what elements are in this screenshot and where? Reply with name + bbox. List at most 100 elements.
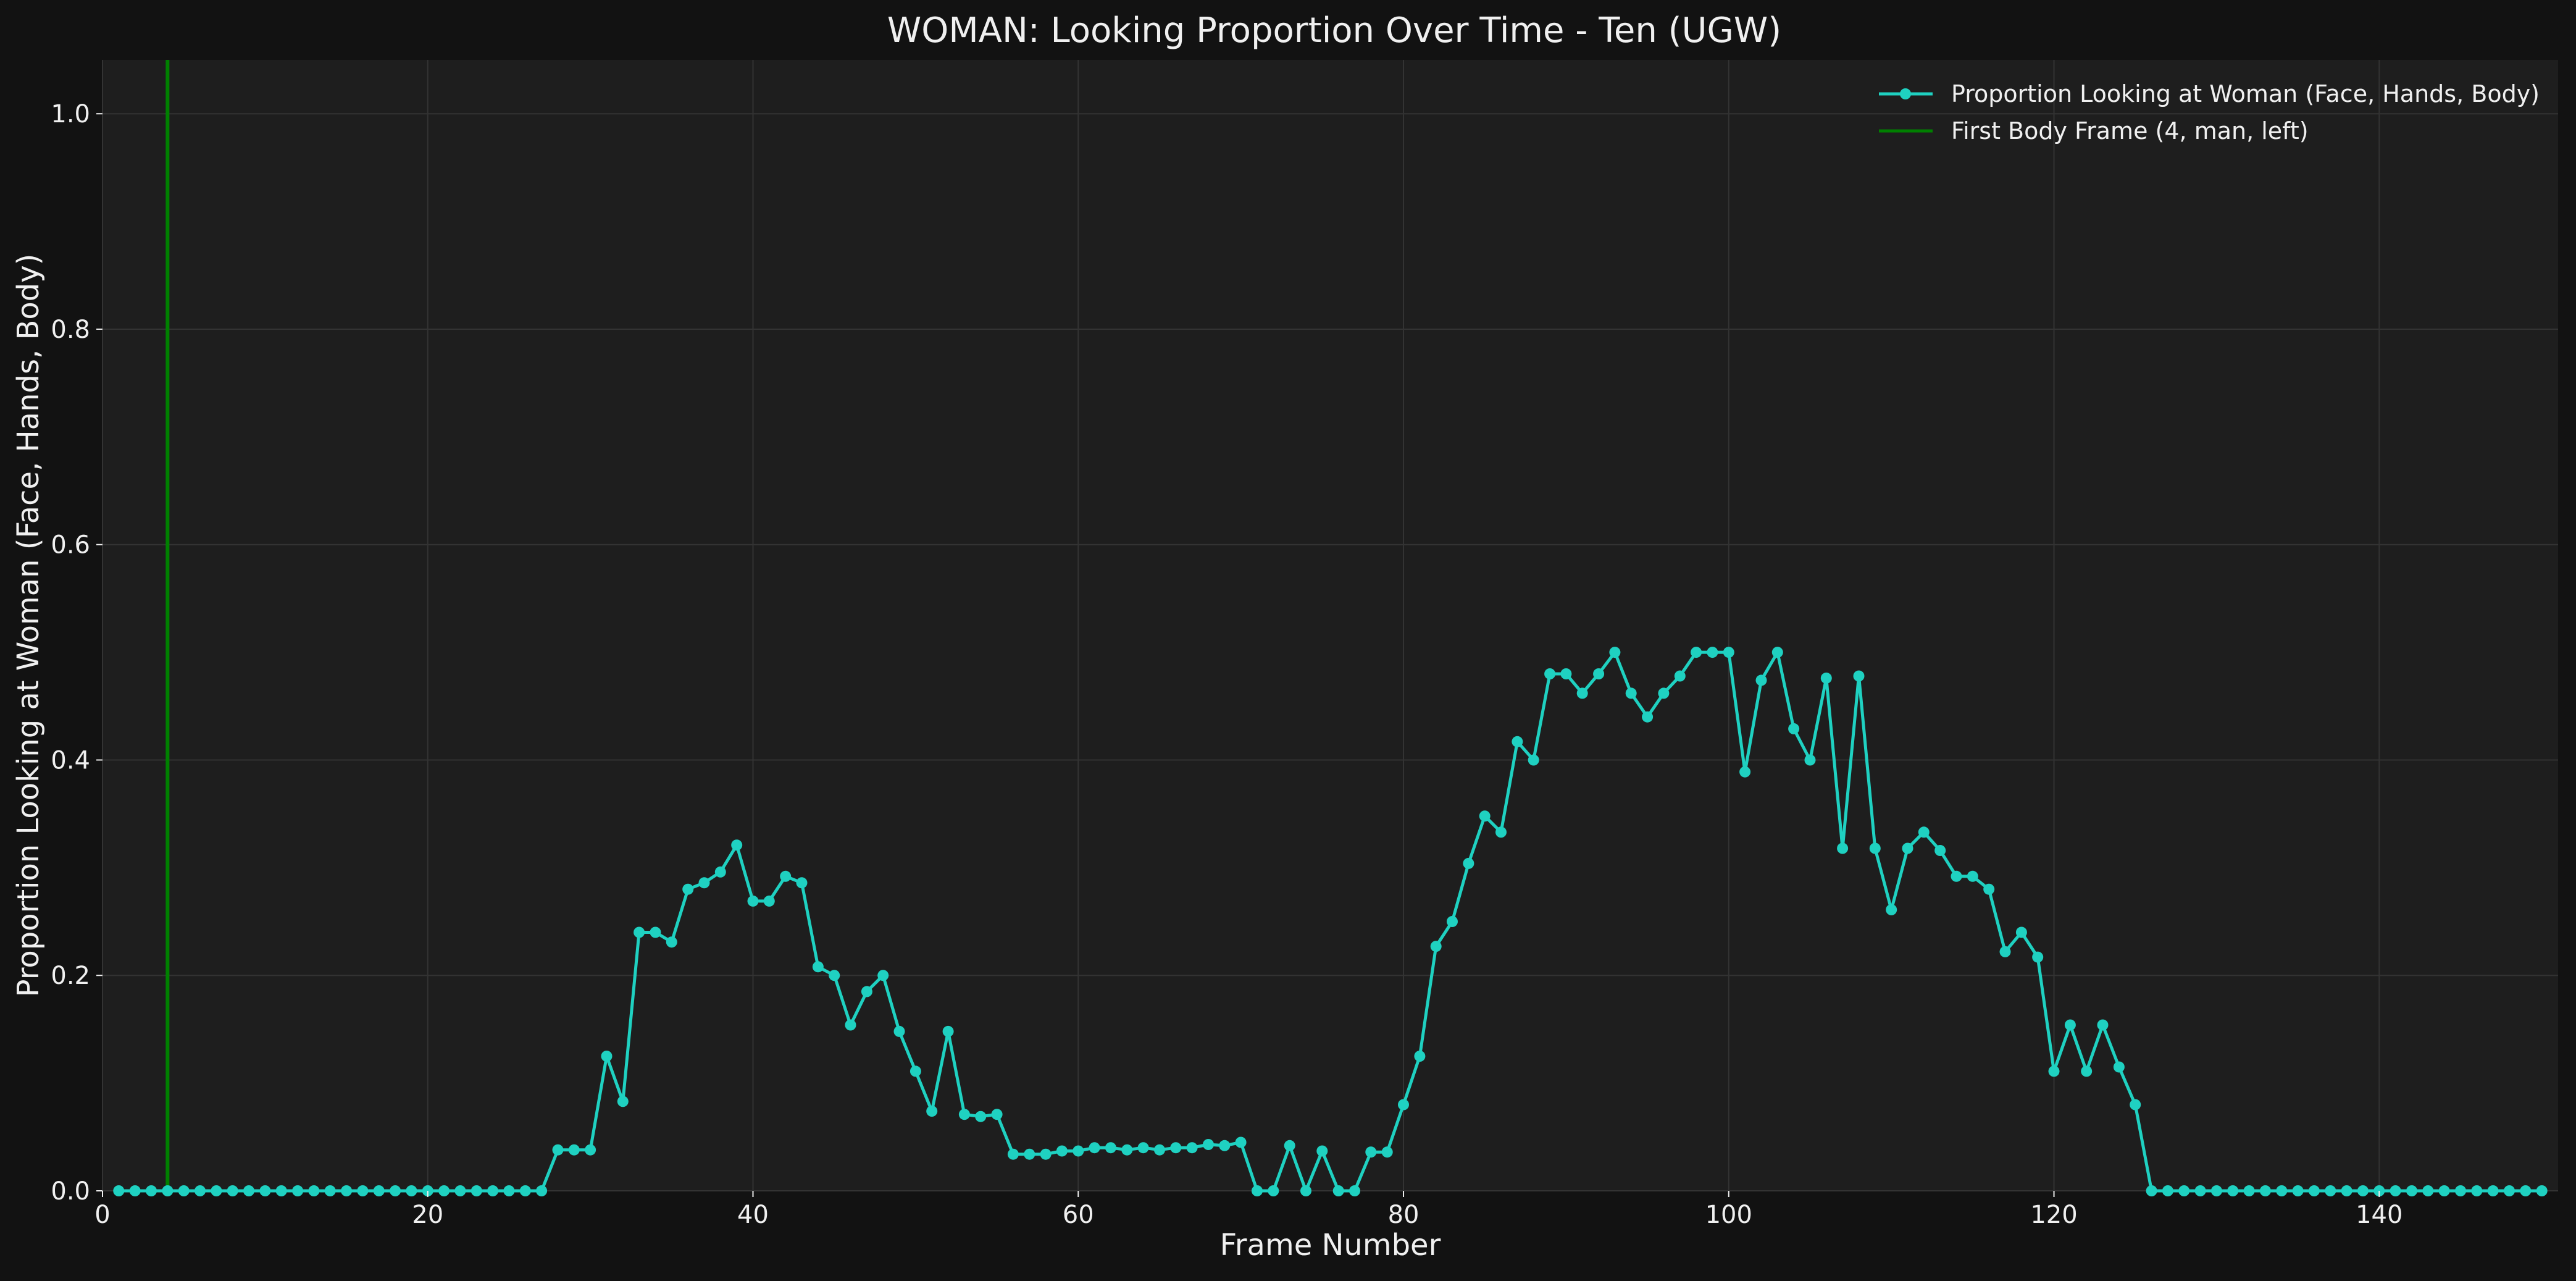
data-point xyxy=(259,1185,271,1196)
data-point xyxy=(1544,668,1556,679)
legend-marker xyxy=(1900,88,1911,99)
data-point xyxy=(1658,687,1670,699)
data-point xyxy=(373,1185,385,1196)
data-point xyxy=(682,883,694,895)
data-point xyxy=(568,1144,580,1156)
data-point xyxy=(877,970,889,981)
data-point xyxy=(2162,1185,2173,1196)
data-point xyxy=(519,1185,531,1196)
data-point xyxy=(731,839,743,851)
data-point xyxy=(1820,672,1832,684)
data-point xyxy=(1788,723,1800,734)
data-point xyxy=(585,1144,596,1156)
data-point xyxy=(926,1106,938,1117)
data-point xyxy=(2406,1185,2417,1196)
legend-label: First Body Frame (4, man, left) xyxy=(1951,117,2309,145)
data-point xyxy=(1609,647,1621,658)
data-point xyxy=(617,1096,629,1107)
data-point xyxy=(650,926,661,938)
data-point xyxy=(1886,904,1897,915)
data-point xyxy=(357,1185,369,1196)
data-point xyxy=(1495,826,1507,838)
data-point xyxy=(714,866,726,878)
data-point xyxy=(2032,951,2044,963)
data-point xyxy=(1707,647,1718,658)
data-point xyxy=(211,1185,222,1196)
data-point xyxy=(1999,946,2011,957)
legend-label: Proportion Looking at Woman (Face, Hands… xyxy=(1951,80,2540,107)
data-point xyxy=(552,1144,564,1156)
data-point xyxy=(1853,670,1865,682)
data-point xyxy=(2243,1185,2255,1196)
data-point xyxy=(1837,842,1849,854)
data-point xyxy=(2390,1185,2401,1196)
data-point xyxy=(1560,668,1572,679)
y-tick-label: 0.2 xyxy=(51,962,90,990)
data-point xyxy=(812,961,824,973)
data-point xyxy=(2259,1185,2271,1196)
data-point xyxy=(2325,1185,2336,1196)
data-point xyxy=(910,1065,921,1077)
data-point xyxy=(1300,1185,1311,1196)
data-point xyxy=(1203,1139,1214,1150)
data-point xyxy=(438,1185,450,1196)
data-point xyxy=(2210,1185,2222,1196)
data-point xyxy=(2504,1185,2515,1196)
x-tick-label: 100 xyxy=(1705,1201,1752,1229)
data-point xyxy=(2487,1185,2499,1196)
data-point xyxy=(406,1185,417,1196)
data-point xyxy=(2130,1099,2141,1111)
data-point xyxy=(1252,1185,1263,1196)
data-point xyxy=(2536,1185,2548,1196)
data-point xyxy=(1186,1142,1198,1154)
x-tick-label: 120 xyxy=(2030,1201,2077,1229)
y-tick-label: 1.0 xyxy=(51,100,90,128)
data-point xyxy=(2194,1185,2206,1196)
data-point xyxy=(1121,1144,1133,1156)
data-point xyxy=(1170,1142,1182,1154)
data-point xyxy=(2097,1019,2109,1031)
data-point xyxy=(2455,1185,2466,1196)
data-point xyxy=(1528,754,1539,766)
data-point xyxy=(1593,668,1605,679)
series-layer xyxy=(113,647,2548,1196)
tick-layer: 0 20 40 60 80 100 120 140 0.0 0.2 0.4 0.6 0.8 1.0 xyxy=(51,100,2402,1229)
y-axis-title: Proportion Looking at Woman (Face, Hands… xyxy=(11,254,46,998)
data-point xyxy=(1007,1148,1019,1160)
data-point xyxy=(796,877,808,889)
data-point xyxy=(1691,647,1702,658)
data-point xyxy=(178,1185,190,1196)
x-tick-label: 40 xyxy=(737,1201,769,1229)
data-point xyxy=(341,1185,353,1196)
data-point xyxy=(2471,1185,2483,1196)
data-point xyxy=(666,936,677,948)
data-point xyxy=(2015,926,2027,938)
data-point xyxy=(763,895,775,907)
data-point xyxy=(1755,674,1767,686)
data-point xyxy=(2064,1019,2076,1031)
data-point xyxy=(975,1111,987,1122)
data-point xyxy=(1154,1144,1165,1156)
data-point xyxy=(1137,1142,1149,1154)
data-point xyxy=(958,1109,970,1120)
data-point xyxy=(129,1185,141,1196)
data-point xyxy=(113,1185,125,1196)
data-point xyxy=(1381,1146,1393,1158)
data-point xyxy=(1479,810,1491,822)
data-point xyxy=(1642,711,1654,723)
data-point xyxy=(1463,857,1474,869)
data-point xyxy=(1073,1145,1084,1157)
data-point xyxy=(1723,647,1734,658)
data-point xyxy=(1869,842,1881,854)
y-tick-label: 0.8 xyxy=(51,316,90,344)
data-point xyxy=(861,986,872,998)
x-tick-label: 0 xyxy=(94,1201,110,1229)
data-point xyxy=(2422,1185,2434,1196)
x-tick-label: 140 xyxy=(2356,1201,2402,1229)
data-point xyxy=(780,870,792,882)
data-point xyxy=(470,1185,482,1196)
x-axis-title: Frame Number xyxy=(1220,1228,1441,1262)
data-point xyxy=(1219,1140,1231,1151)
data-point xyxy=(2227,1185,2239,1196)
